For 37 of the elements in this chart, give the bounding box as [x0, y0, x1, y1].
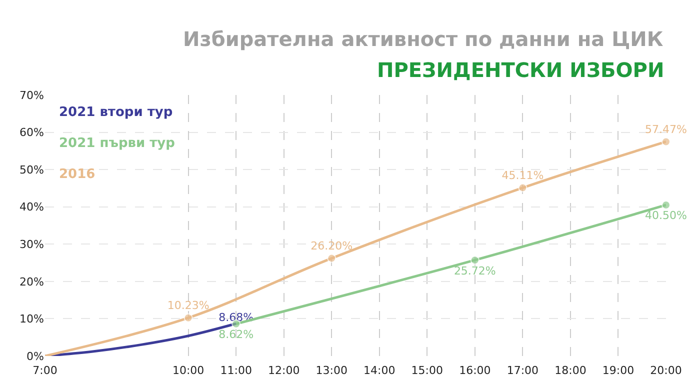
chart-subtitle: ПРЕЗИДЕНТСКИ ИЗБОРИ — [377, 58, 664, 82]
x-tick-label: 19:00 — [602, 364, 634, 377]
data-label: 40.50% — [645, 209, 687, 222]
x-tick-label: 11:00 — [220, 364, 252, 377]
text: 2016 — [59, 167, 96, 182]
data-label: 45.11% — [502, 169, 544, 182]
y-tick-label: 20% — [20, 275, 44, 288]
data-label: 8.62% — [218, 328, 254, 342]
y-tick-label: 40% — [20, 200, 44, 214]
point — [470, 256, 480, 265]
x-tick-label: 14:00 — [364, 364, 396, 377]
chart-title: Избирателна активност по данни на ЦИК — [183, 27, 664, 51]
data-label: 26.20% — [310, 240, 353, 253]
text: 2021 втори тур — [59, 105, 173, 120]
x-tick-label: 17:00 — [506, 364, 539, 377]
y-tick-label: 60% — [20, 126, 44, 140]
x-tick-label: 13:00 — [316, 364, 348, 377]
x-tick-label: 12:00 — [268, 364, 300, 377]
point — [327, 254, 336, 263]
y-tick-label: 70% — [20, 88, 44, 102]
y-tick-label: 50% — [20, 163, 44, 176]
point — [662, 137, 670, 146]
y-tick-label: 10% — [20, 312, 44, 326]
data-label: 10.23% — [167, 299, 210, 312]
data-label: 25.72% — [454, 264, 496, 278]
x-tick-label: 7:00 — [32, 364, 58, 377]
x-tick-label: 10:00 — [172, 364, 204, 377]
x-tick-label: 20:00 — [650, 364, 682, 377]
y-tick-label: 0% — [26, 350, 44, 363]
text: 2021 първи тур — [59, 136, 175, 151]
data-label: 57.47% — [645, 122, 687, 136]
x-tick-label: 15:00 — [411, 364, 443, 377]
point — [518, 183, 528, 192]
x-tick-label: 18:00 — [554, 364, 586, 377]
y-tick-label: 30% — [20, 238, 44, 251]
x-tick-label: 16:00 — [459, 364, 491, 377]
point — [184, 313, 193, 322]
